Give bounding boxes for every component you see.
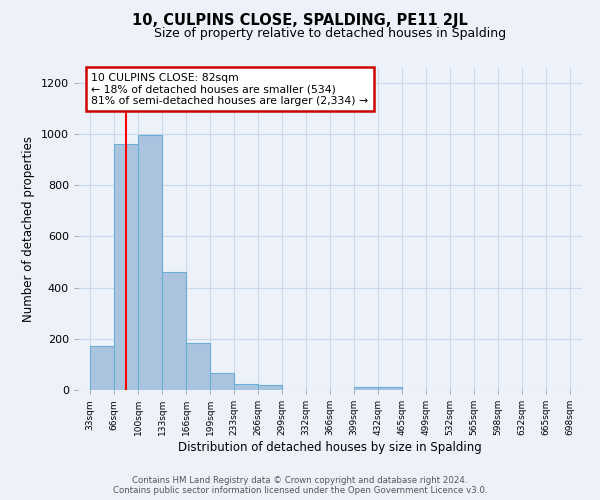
Bar (186, 342, 210, 390)
Bar (354, 388, 378, 390)
Text: 10 CULPINS CLOSE: 82sqm
← 18% of detached houses are smaller (534)
81% of semi-d: 10 CULPINS CLOSE: 82sqm ← 18% of detache… (91, 72, 368, 106)
Bar (210, 374, 234, 390)
Bar (234, 384, 258, 390)
Bar (258, 385, 282, 390)
Bar (114, 144, 138, 390)
Bar (378, 388, 402, 390)
Text: Contains HM Land Registry data © Crown copyright and database right 2024.
Contai: Contains HM Land Registry data © Crown c… (113, 476, 487, 495)
Y-axis label: Number of detached properties: Number of detached properties (22, 136, 35, 322)
Bar (162, 272, 186, 390)
Bar (138, 136, 162, 390)
Title: Size of property relative to detached houses in Spalding: Size of property relative to detached ho… (154, 27, 506, 40)
Bar (90, 346, 114, 390)
X-axis label: Distribution of detached houses by size in Spalding: Distribution of detached houses by size … (178, 441, 482, 454)
Text: 10, CULPINS CLOSE, SPALDING, PE11 2JL: 10, CULPINS CLOSE, SPALDING, PE11 2JL (132, 12, 468, 28)
